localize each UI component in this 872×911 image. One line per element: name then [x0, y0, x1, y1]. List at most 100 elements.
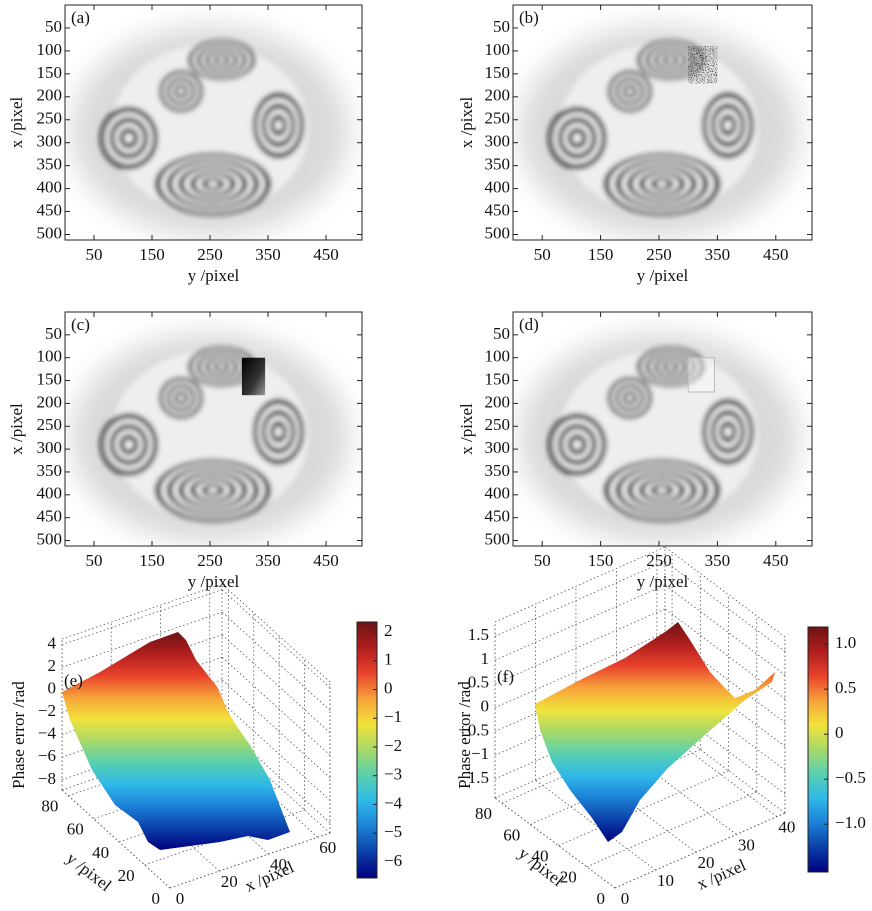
y-tick-label: 80: [41, 797, 58, 816]
noise-patch: [688, 46, 718, 84]
y-tick-label: 50: [493, 324, 510, 343]
fringe-image: [65, 5, 362, 240]
x-tick-label: 60: [319, 838, 336, 857]
error-surface: [535, 622, 775, 842]
y-tick-label: 20: [118, 866, 135, 885]
y-tick-label: 40: [532, 847, 549, 866]
panel-label: (e): [64, 671, 83, 690]
y-tick-label: 50: [45, 324, 62, 343]
y-axis-label: x /pixel: [457, 403, 476, 455]
y-tick-label: 300: [485, 438, 511, 457]
y-tick-label: 400: [37, 484, 63, 503]
y-tick-label: 200: [37, 392, 63, 411]
x-tick-label: 250: [646, 551, 672, 570]
fringe-ring: [217, 364, 226, 370]
axes-frame: [64, 311, 363, 547]
x-tick-label: 250: [197, 245, 223, 264]
y-tick-label: 150: [37, 63, 63, 82]
x-tick-label: 150: [139, 245, 165, 264]
x-tick-label: 250: [646, 245, 672, 264]
colorbar-tick-label: −4: [384, 793, 403, 812]
colorbar-tick-label: 1: [384, 650, 393, 669]
x-axis-label: y /pixel: [637, 266, 689, 285]
fringe-ring: [723, 119, 733, 131]
z-grid-line: [221, 724, 331, 824]
z-grid-line: [664, 560, 786, 652]
z-tick-label: −1: [471, 744, 489, 763]
fringe-ring: [123, 439, 134, 450]
fringe-ring: [274, 426, 283, 438]
y-tick-label: 40: [92, 843, 109, 862]
y-grid-line: [614, 812, 786, 889]
z-axis-label: Phase error /rad: [9, 681, 28, 789]
fringes: [548, 346, 759, 522]
x-grid-line: [494, 797, 616, 889]
z-tick-label: 1.5: [468, 625, 489, 644]
x-tick-label: 30: [738, 835, 755, 854]
y-tick-label: 350: [37, 461, 63, 480]
colorbar: [807, 626, 829, 873]
colorbar-tick-label: −2: [384, 736, 402, 755]
z-grid-line: [221, 589, 331, 688]
x-axis-label: y /pixel: [637, 572, 689, 591]
z-grid-line: [494, 608, 666, 685]
x-tick-label: 40: [270, 855, 287, 874]
colorbar-tick-label: 0: [835, 723, 844, 742]
x-tick-label: 150: [588, 245, 614, 264]
box-edge: [221, 583, 331, 683]
box-edge: [664, 546, 786, 638]
x-axis-label: y /pixel: [188, 572, 240, 591]
fringe-ring: [723, 426, 733, 438]
y-tick-label: 100: [37, 40, 63, 59]
y-tick-label: 200: [485, 392, 511, 411]
fringe-ring: [217, 57, 226, 63]
z-grid-line: [61, 611, 223, 668]
fringe-ring: [666, 364, 675, 370]
x-tick-label: 350: [705, 551, 731, 570]
y-tick-label: 100: [37, 347, 63, 366]
y-tick-label: 20: [560, 868, 577, 887]
x-tick-label: 0: [621, 889, 630, 906]
box-edge: [61, 583, 223, 640]
colorbar-tick-label: 0.5: [835, 678, 856, 697]
x-tick-label: 50: [86, 245, 103, 264]
x-tick-label: 40: [778, 817, 795, 836]
z-grid-line: [221, 611, 331, 711]
y-tick-label: 150: [485, 63, 511, 82]
colorbar-tick-label: −6: [384, 851, 402, 870]
y-tick-label: 450: [485, 200, 511, 219]
axes-frame: [512, 311, 813, 547]
error-surface: [62, 632, 290, 850]
x-tick-label: 20: [697, 853, 714, 872]
x-tick-label: 350: [705, 245, 731, 264]
y-tick-label: 250: [485, 109, 511, 128]
z-grid-line: [61, 589, 223, 646]
y-tick-label: 200: [485, 86, 511, 105]
x-tick-label: 0: [176, 889, 185, 906]
z-tick-label: −4: [38, 724, 57, 743]
z-tick-label: 2: [48, 656, 57, 675]
fringe-ring: [207, 487, 219, 494]
z-tick-label: −2: [38, 701, 56, 720]
y-grid-line: [558, 770, 729, 847]
fringe-ring: [666, 57, 675, 63]
x-tick-label: 350: [255, 245, 281, 264]
fringe-ring: [656, 180, 668, 188]
dark-patch: [241, 357, 266, 396]
box-edge: [494, 546, 666, 623]
fringe-ring: [207, 180, 219, 188]
y-tick-label: 250: [37, 415, 63, 434]
faint-patch: [687, 357, 715, 393]
z-axis-label: Phase error /rad: [455, 681, 474, 789]
axes-frame: [512, 4, 813, 241]
panel-label: (a): [71, 8, 90, 27]
y-tick-label: 60: [67, 820, 84, 839]
x-tick-label: 350: [255, 551, 281, 570]
y-tick-label: 0: [152, 889, 161, 906]
y-tick-label: 250: [37, 109, 63, 128]
fringe-image: [65, 312, 362, 546]
fringes: [99, 39, 309, 216]
y-tick-label: 450: [37, 507, 63, 526]
z-tick-label: −0.5: [458, 720, 489, 739]
